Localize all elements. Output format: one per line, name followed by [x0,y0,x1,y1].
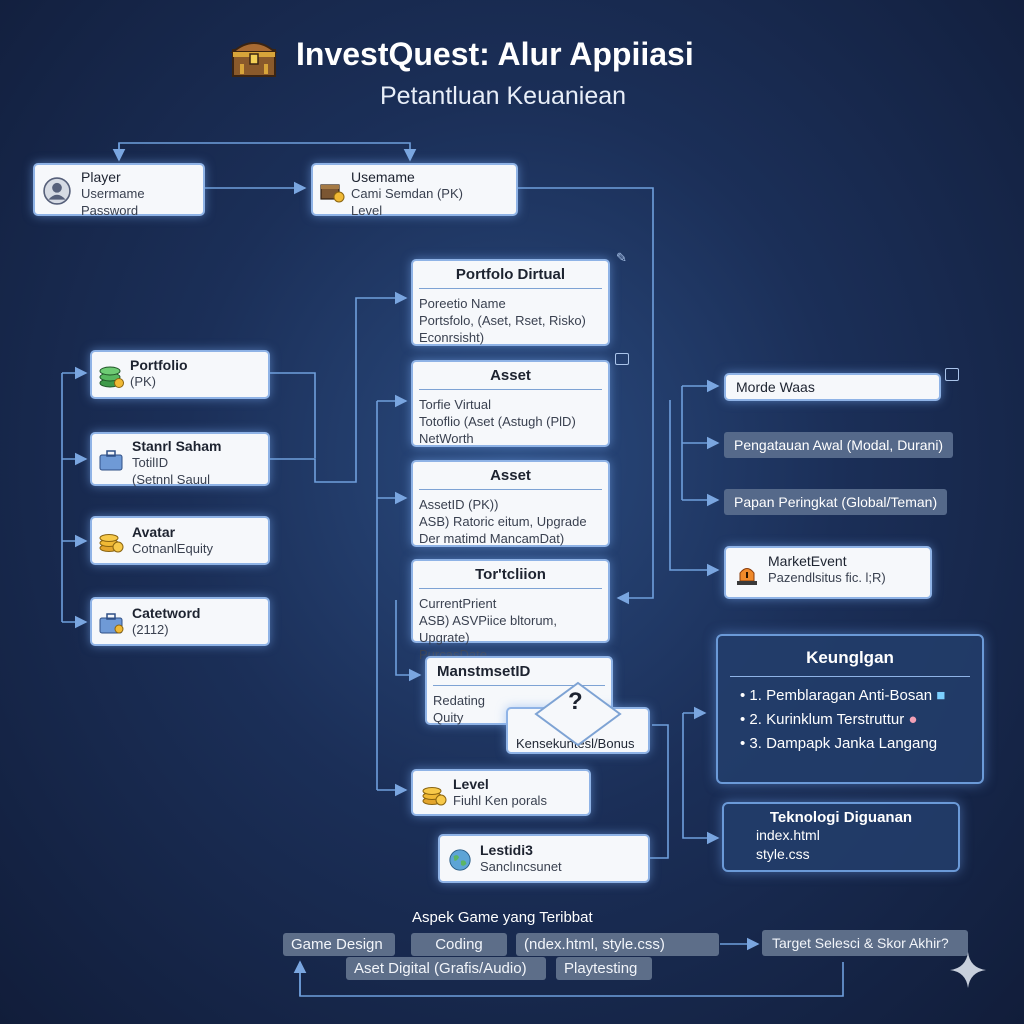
lestidi-title: Lestidi3 [480,842,533,858]
level-title: Level [453,776,489,792]
pengaturan-label[interactable]: Pengatauan Awal (Modal, Durani) [724,432,954,458]
entity-field: Der matimd MancamDat) [419,531,565,546]
manst-field: Redating [433,693,486,708]
portfolio-field: (PK) [130,374,156,389]
user-avatar-icon [43,177,71,205]
keunggulan-item-text: 1. Pemblaragan Anti-Bosan [749,687,933,704]
market-event-title: MarketEvent [768,553,847,569]
asset-box-1[interactable]: Asset Torfie Virtual Totoflio (Aset (Ast… [411,360,610,447]
player-box[interactable]: Player Usermame Password [33,163,205,218]
sparkle-icon [950,952,986,988]
asset-title: Asset [419,362,602,390]
avatar-box[interactable]: Avatar CotnanlEquity [90,516,270,565]
asset-title: Asset [419,462,602,490]
manst-title: ManstmsetID [433,658,605,686]
username-box[interactable]: Usemame Cami Semdan (PK) Level [311,163,518,218]
stanrl-saham-field: TotilID [132,455,169,470]
money-stack-icon [99,366,124,388]
globe-icon [449,849,471,871]
briefcase-icon [99,613,124,634]
stanrl-saham-field: (Setnnl Sauul [132,472,211,487]
keunggulan-item: • 1. Pemblaragan Anti-Bosan ■ [740,687,946,704]
coin-stack-icon [99,534,124,553]
target-pill[interactable]: Target Selesci & Skor Akhir? [762,930,968,956]
entity-field: ASB) Ratoric eitum, Upgrade [419,514,587,529]
brain-icon: ● [908,711,918,728]
asset-box-2[interactable]: Asset AssetID (PK)) ASB) Ratoric eitum, … [411,460,610,547]
portfolio-box[interactable]: Portfolio (PK) [90,350,270,399]
portfolio-title: Portfolio [130,357,188,373]
player-title: Player [81,169,121,185]
papan-peringkat-label[interactable]: Papan Peringkat (Global/Teman) [724,489,948,515]
portfolio-dirtual-title: Portfolo Dirtual [419,261,602,289]
keunggulan-title: Keunglgan [806,648,894,667]
treasure-chest-icon [230,42,278,77]
avatar-title: Avatar [132,524,176,540]
robot-icon: ■ [936,687,946,704]
manst-field: Quity [433,710,464,725]
entity-field: Totoflio (Aset (Astugh (PlD) [419,414,576,429]
entity-field: Portsfolo, (Aset, Rset, Risko) [419,313,586,328]
keunggulan-item: • 2. Kurinklum Terstruttur ● [740,711,918,728]
lestidi-box[interactable]: Lestidi3 Sanclıncsunet [438,834,650,883]
aspek-pill-game-design[interactable]: Game Design [283,933,395,956]
keunggulan-item: • 3. Dampapk Janka Langang [740,735,938,752]
stanrl-saham-box[interactable]: Stanrl Saham TotilID (Setnnl Sauul [90,432,270,487]
aspek-pill-aset-digital[interactable]: Aset Digital (Grafis/Audio) [346,957,546,980]
teknologi-title: Teknologi Diguanan [769,809,913,826]
document-icon: ✎ [616,250,627,265]
teknologi-item: style.css [756,846,810,862]
username-field: Cami Semdan (PK) [351,186,463,201]
entity-field: Econrsisht) [419,330,485,345]
transaction-title: Tor'tcliion [419,561,602,589]
alarm-light-icon [737,568,757,585]
player-field: Password [81,203,139,218]
entity-field: Torfie Virtual [419,397,492,412]
catetword-title: Catetword [132,605,201,621]
level-box[interactable]: Level Fiuhl Ken porals [411,769,591,816]
decision-diamond [534,681,622,747]
settings-icon [945,368,959,381]
market-event-field: Pazendlsitus fic. l;R) [768,570,886,585]
entity-field: Poreetio Name [419,296,506,311]
aspek-pill-playtesting[interactable]: Playtesting [556,957,652,980]
entity-field: CurrentPrient [419,596,497,611]
portfolio-dirtual-box[interactable]: Portfolo Dirtual Poreetio Name Portsfolo… [411,259,610,346]
mode-box[interactable]: Morde Waas [724,373,941,401]
market-event-box[interactable]: MarketEvent Pazendlsitus fic. l;R) [724,546,932,599]
coin-stack-icon [422,787,447,806]
catetword-field: (2112) [132,622,169,637]
catetword-box[interactable]: Catetword (2112) [90,597,270,646]
entity-field: NetWorth [419,431,474,446]
mode-label: Morde Waas [736,379,815,395]
briefcase-icon [99,450,123,471]
keunggulan-panel: Keunglgan • 1. Pemblaragan Anti-Bosan ■ … [716,634,984,784]
divider [730,676,970,677]
entity-field: AssetID (PK)) [419,497,499,512]
username-field: Level [351,203,383,218]
level-field: Fiuhl Ken porals [453,793,547,808]
page-subtitle: Petantluan Keuaniean [380,82,627,110]
chest-coin-icon [320,184,345,203]
transaction-box[interactable]: Tor'tcliion CurrentPrient ASB) ASVPiice … [411,559,610,662]
stanrl-saham-title: Stanrl Saham [132,438,222,454]
keunggulan-item-text: 2. Kurinklum Terstruttur [749,711,905,728]
player-field: Usermame [81,186,145,201]
avatar-field: CotnanlEquity [132,541,213,556]
page-title: InvestQuest: Alur Appiiasi [296,36,694,72]
teknologi-item: index.html [756,827,820,843]
username-title: Usemame [351,169,415,185]
aspek-pill-files[interactable]: (ndex.html, style.css) [516,933,719,956]
entity-field: ASB) ASVPiice bltorum, Upgrate) [419,613,557,645]
aspek-pill-coding[interactable]: Coding [411,933,507,956]
lestidi-field: Sanclıncsunet [480,859,562,874]
keunggulan-item-text: 3. Dampapk Janka Langang [749,735,938,752]
screen-icon [615,353,629,365]
aspek-title: Aspek Game yang Teribbat [412,909,593,926]
teknologi-panel: Teknologi Diguanan index.html style.css [722,802,960,872]
decision-symbol: ? [568,688,583,715]
